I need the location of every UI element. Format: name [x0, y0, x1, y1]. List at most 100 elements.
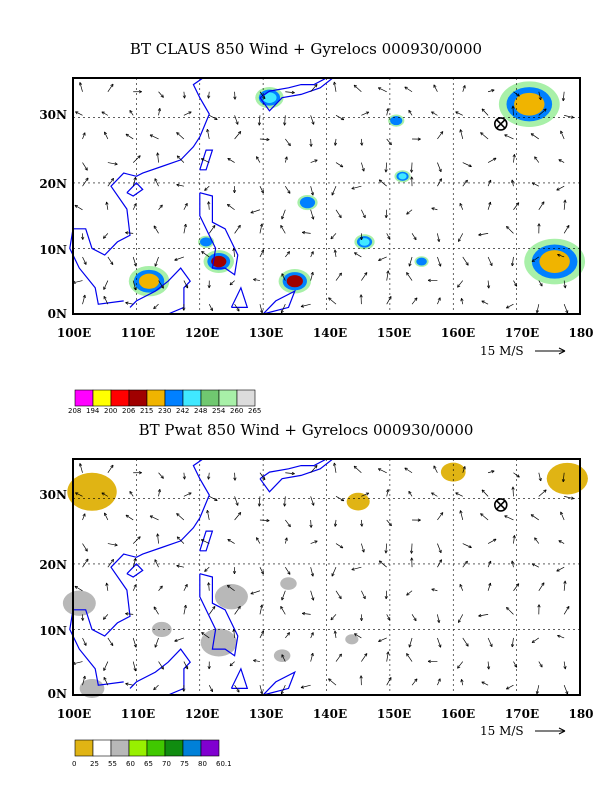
wind-vector-head: [339, 164, 344, 168]
wind-vector: [351, 185, 362, 190]
wind-vector-head: [333, 249, 337, 253]
wind-vector-head: [557, 634, 561, 638]
wind-vector: [234, 512, 242, 521]
wind-vector-head: [250, 591, 254, 595]
wind-vector-head: [133, 286, 137, 291]
wind-vector-head: [154, 644, 158, 648]
wind-vector-head: [377, 468, 382, 472]
gyre-marker: [493, 117, 508, 131]
wind-vector: [310, 632, 314, 639]
wind-vector-head: [182, 307, 186, 311]
wind-vector-head: [361, 168, 365, 172]
wind-vector: [411, 162, 413, 173]
wind-vector: [361, 519, 363, 527]
wind-vector: [378, 560, 387, 568]
wind-vector-head: [85, 558, 89, 562]
wind-vector: [183, 280, 189, 289]
wind-vector: [536, 304, 540, 314]
wind-vector: [531, 256, 540, 262]
wind-vector-head: [104, 131, 108, 135]
wind-vector-head: [514, 664, 518, 668]
wind-vector: [558, 159, 565, 163]
wind-vector: [487, 661, 490, 670]
wind-vector: [404, 86, 413, 93]
wind-vector-head: [310, 652, 314, 657]
wind-vector: [129, 110, 134, 116]
wind-vector-head: [361, 549, 365, 553]
wind-vector: [462, 162, 472, 167]
wind-vector-head: [511, 105, 515, 109]
wind-vector: [74, 585, 83, 592]
wind-vector-head: [530, 133, 535, 137]
ytick-20n-top: 20N: [39, 177, 67, 191]
wind-vector-head: [133, 667, 137, 672]
cbar-label: 206: [122, 407, 136, 415]
wind-vector-head: [183, 223, 187, 228]
wind-vector-head: [125, 301, 129, 305]
wind-vector: [259, 630, 264, 639]
wind-vector: [408, 110, 413, 116]
wind-vector-head: [314, 84, 318, 88]
wind-vector-head: [565, 691, 569, 695]
cloud-region: [359, 238, 370, 246]
wind-vector-head: [437, 678, 441, 682]
wind-vector-head: [437, 297, 441, 301]
wind-vector: [183, 472, 185, 480]
wind-vector-head: [237, 224, 241, 229]
wind-vector-head: [284, 537, 288, 541]
wind-vector: [310, 209, 314, 220]
wind-vector-head: [229, 663, 233, 667]
wind-vector-head: [235, 502, 239, 506]
wind-vector-head: [410, 176, 414, 180]
wind-vector-head: [440, 131, 444, 135]
wind-vector-head: [516, 202, 520, 206]
wind-vector: [335, 543, 344, 549]
wind-vector: [209, 496, 218, 501]
wind-vector: [487, 582, 491, 591]
wind-vector-head: [105, 582, 109, 586]
wind-vector: [406, 209, 413, 215]
wind-vector: [335, 272, 342, 281]
wind-vector: [530, 514, 540, 521]
wind-vector-head: [511, 486, 515, 490]
wind-vector-head: [353, 84, 358, 89]
gyre-marker-x: [496, 500, 506, 510]
wind-vector-head: [459, 583, 463, 588]
wind-vector: [132, 536, 141, 544]
colorbar-swatch: [128, 389, 148, 407]
cbar-label: 60: [126, 760, 135, 768]
wind-vector: [431, 207, 438, 211]
wind-vector: [132, 280, 136, 291]
wind-vector: [310, 115, 315, 125]
chart-title-top: BT CLAUS 850 Wind + Gyrelocs 000930/0000: [129, 40, 483, 58]
wind-vector: [437, 678, 441, 686]
wind-vector-head: [156, 152, 160, 156]
wind-vector-head: [384, 169, 388, 173]
wind-vector-head: [200, 539, 205, 543]
wind-vector-head: [331, 573, 335, 577]
pwat-region: [151, 621, 172, 638]
wind-vector: [82, 637, 87, 646]
wind-vector-head: [259, 223, 264, 227]
xtick-180-bottom: 180: [568, 707, 594, 721]
wind-vector-head: [157, 108, 161, 112]
wind-vector: [459, 584, 464, 591]
wind-vector: [310, 540, 318, 544]
wind-vector: [281, 654, 286, 662]
wind-vector-head: [200, 158, 205, 162]
wind-vector-head: [556, 568, 560, 572]
wind-vector: [72, 661, 83, 665]
wind-vector: [411, 233, 417, 241]
wind-vector: [408, 637, 413, 648]
wind-vector: [330, 614, 337, 621]
wind-vector: [82, 132, 86, 140]
wind-vector: [101, 492, 109, 497]
wind-vector: [361, 209, 366, 219]
cbar-label: 194: [86, 407, 100, 415]
wind-vector: [506, 226, 514, 234]
wind-vector-head: [110, 261, 114, 265]
wind-vector: [158, 108, 161, 116]
wind-vector-head: [110, 464, 114, 469]
wind-vector-head: [489, 643, 493, 648]
wind-vector-head: [386, 489, 390, 493]
